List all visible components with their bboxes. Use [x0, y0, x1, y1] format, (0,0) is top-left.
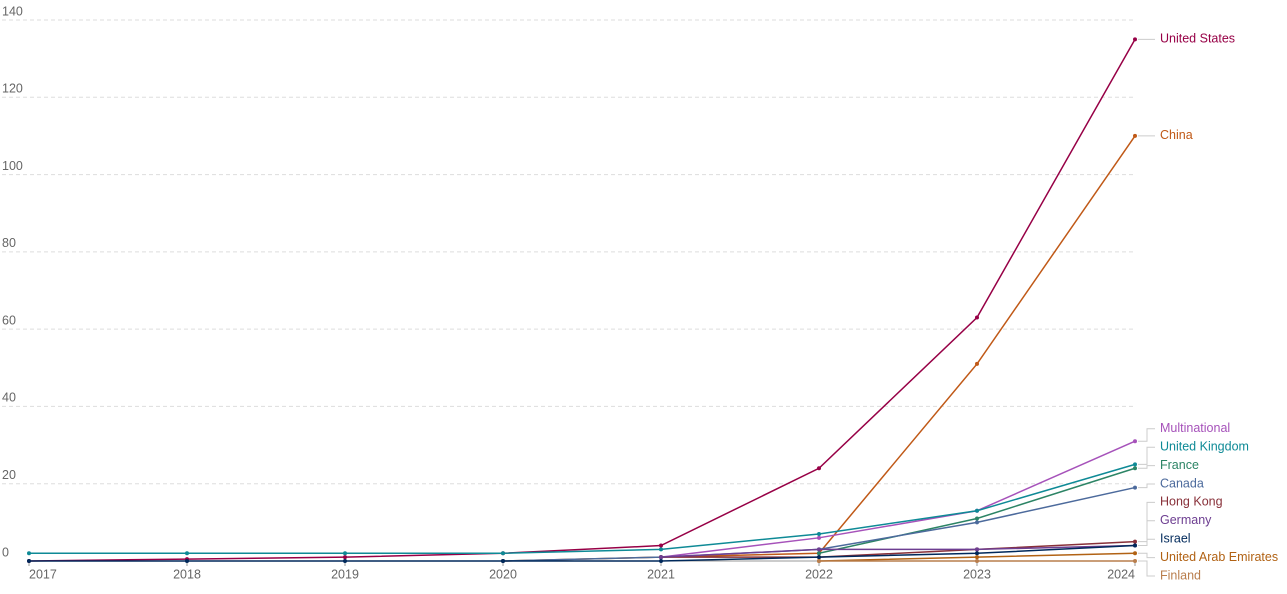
point	[1133, 559, 1137, 563]
point	[1133, 485, 1137, 490]
series-label: Finland	[1160, 568, 1201, 582]
point	[185, 559, 189, 563]
point	[1133, 37, 1137, 42]
series-line	[29, 544, 1136, 562]
point	[1133, 543, 1137, 548]
x-tick-label: 2018	[173, 567, 201, 581]
label-connector	[1138, 560, 1155, 577]
series-label: United States	[1160, 32, 1235, 46]
x-tick-label: 2020	[489, 567, 517, 581]
point	[27, 559, 31, 563]
series-line	[660, 440, 1136, 558]
series-label: Germany	[1160, 513, 1212, 527]
label-connector	[1138, 552, 1155, 559]
point	[975, 547, 979, 552]
series-line	[29, 463, 1136, 555]
series-label: Israel	[1160, 531, 1191, 545]
series-label: China	[1160, 128, 1193, 142]
point	[975, 559, 979, 563]
point	[501, 551, 505, 556]
y-tick-label: 20	[2, 468, 16, 482]
label-connector	[1138, 428, 1155, 442]
series-line	[28, 38, 1136, 562]
series-line	[660, 544, 1136, 558]
point	[817, 466, 821, 471]
label-connector	[1138, 483, 1155, 489]
x-tick-label: 2019	[331, 567, 359, 581]
series-line	[502, 135, 1136, 562]
point	[817, 547, 821, 552]
point	[975, 516, 979, 521]
series-line	[661, 540, 1136, 558]
point	[343, 551, 347, 556]
point	[27, 551, 31, 556]
point	[817, 555, 821, 560]
y-tick-label: 40	[2, 391, 16, 405]
point	[1133, 466, 1137, 471]
point	[1133, 133, 1137, 138]
point	[659, 559, 663, 563]
series-label: United Kingdom	[1160, 439, 1249, 453]
label-connector	[1138, 465, 1155, 469]
series-label: Canada	[1160, 476, 1204, 490]
point	[975, 520, 979, 525]
point	[975, 508, 979, 513]
x-tick-label: 2024	[1107, 567, 1135, 581]
point	[185, 551, 189, 556]
x-tick-label: 2023	[963, 567, 991, 581]
y-tick-label: 140	[2, 4, 23, 18]
point	[659, 543, 663, 548]
x-tick-label: 2022	[805, 567, 833, 581]
point	[817, 535, 821, 540]
series-label: France	[1160, 458, 1199, 472]
point	[1133, 439, 1137, 444]
point	[975, 361, 979, 366]
point	[1133, 462, 1137, 467]
y-tick-label: 60	[2, 313, 16, 327]
x-tick-label: 2017	[29, 567, 57, 581]
point	[501, 559, 505, 563]
label-connector	[1138, 538, 1155, 547]
point	[975, 315, 979, 320]
point	[659, 555, 663, 560]
point	[1133, 539, 1137, 544]
x-tick-label: 2021	[647, 567, 675, 581]
point	[975, 551, 979, 556]
point	[343, 559, 347, 563]
point	[817, 559, 821, 563]
point	[817, 551, 821, 556]
label-connector	[1138, 446, 1155, 465]
point	[343, 555, 347, 560]
y-tick-label: 120	[2, 82, 23, 96]
y-tick-label: 80	[2, 236, 16, 250]
series-label: United Arab Emirates	[1160, 550, 1278, 564]
series-label: Multinational	[1160, 421, 1230, 435]
y-tick-label: 0	[2, 545, 9, 559]
series-label: Hong Kong	[1160, 495, 1223, 509]
point	[1133, 551, 1137, 556]
point	[817, 531, 821, 536]
y-tick-label: 100	[2, 159, 23, 173]
point	[975, 555, 979, 560]
point	[659, 547, 663, 552]
